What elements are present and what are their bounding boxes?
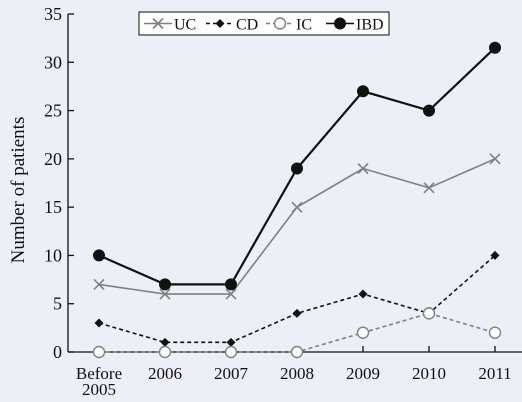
data-point-filled-circle [225,278,237,291]
x-tick-label: Before [76,364,122,383]
x-tick-label: 2010 [412,364,446,383]
x-tick-label: 2005 [82,380,116,399]
y-tick-label: 30 [44,52,62,72]
data-point-diamond [358,289,368,299]
data-point-diamond [160,337,170,347]
data-point-open-circle [273,17,287,30]
data-point-x-marker [152,17,164,30]
x-tick-label: 2009 [346,364,380,383]
legend-label-uc: UC [174,17,196,34]
series-layer [92,41,502,359]
y-tick-label: 15 [44,197,62,217]
y-tick-label: 25 [44,101,62,121]
x-tick-label: 2008 [280,364,314,383]
data-point-x-marker [357,162,369,175]
data-point-diamond [490,250,500,260]
x-tick-label: 2006 [148,364,182,383]
series-ibd [93,41,501,291]
y-tick-label: 20 [44,149,62,169]
x-tick-label: 2011 [478,364,511,383]
y-tick-label: 5 [53,294,62,314]
data-point-x-marker [423,182,435,194]
y-tick-label: 35 [44,4,62,24]
data-point-filled-circle [334,17,346,30]
data-point-open-circle [356,326,370,339]
y-tick-label: 0 [53,342,62,362]
y-axis-label: Number of patients [8,117,29,264]
data-point-open-circle [290,345,304,359]
data-point-diamond [292,308,302,318]
data-point-x-marker [489,153,501,165]
series-uc [93,153,501,300]
data-point-diamond [226,337,236,347]
data-point-open-circle [422,307,436,320]
data-point-filled-circle [93,249,105,262]
y-axis: 0 5 10 15 20 25 30 35 [44,4,74,362]
data-point-x-marker [225,288,237,300]
data-point-filled-circle [423,104,435,117]
data-point-open-circle [488,326,502,339]
data-point-filled-circle [291,162,303,175]
data-point-diamond [215,19,225,28]
series-ic [92,307,502,359]
data-point-filled-circle [357,85,369,98]
data-point-x-marker [291,201,303,213]
data-point-x-marker [93,278,105,290]
x-tick-label: 2007 [214,364,249,383]
data-point-open-circle [224,345,238,359]
legend-label-ic: IC [296,17,312,34]
legend-label-cd: CD [236,17,258,34]
legend-box [138,11,390,36]
legend-label-ibd: IBD [356,17,384,34]
data-point-open-circle [92,345,106,359]
data-point-filled-circle [489,41,501,54]
data-point-x-marker [159,288,171,300]
data-point-filled-circle [159,278,171,291]
data-point-open-circle [158,345,172,359]
data-point-diamond [94,318,104,328]
legend: UC CD IC IBD [138,11,390,36]
y-tick-label: 10 [44,245,62,265]
